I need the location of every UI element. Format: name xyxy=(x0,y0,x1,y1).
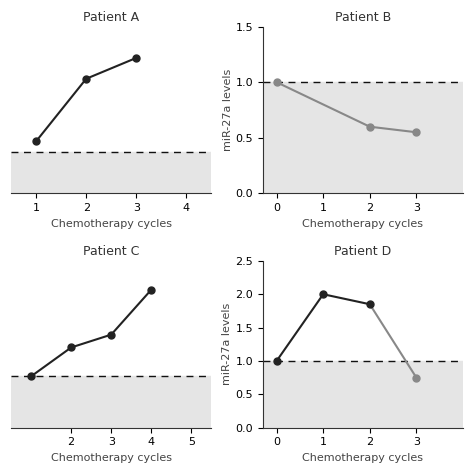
Title: Patient C: Patient C xyxy=(83,246,139,258)
X-axis label: Chemotherapy cycles: Chemotherapy cycles xyxy=(51,219,172,228)
Bar xyxy=(263,82,463,193)
Title: Patient B: Patient B xyxy=(335,11,391,24)
X-axis label: Chemotherapy cycles: Chemotherapy cycles xyxy=(302,453,423,463)
Y-axis label: miR-27a levels: miR-27a levels xyxy=(222,303,232,385)
X-axis label: Chemotherapy cycles: Chemotherapy cycles xyxy=(51,453,172,463)
Bar xyxy=(11,152,211,193)
Y-axis label: miR-27a levels: miR-27a levels xyxy=(223,69,233,151)
Title: Patient A: Patient A xyxy=(83,11,139,24)
Title: Patient D: Patient D xyxy=(334,246,392,258)
Bar xyxy=(11,376,211,428)
Bar xyxy=(263,361,463,428)
X-axis label: Chemotherapy cycles: Chemotherapy cycles xyxy=(302,219,423,228)
